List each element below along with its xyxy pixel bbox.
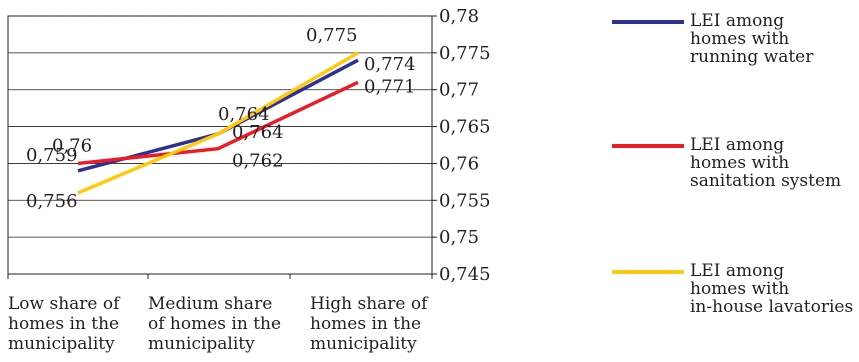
data-label: 0,774 xyxy=(364,54,416,75)
y-tick-label: 0,775 xyxy=(439,43,491,64)
data-label: 0,759 xyxy=(26,145,78,166)
y-tick-label: 0,77 xyxy=(439,80,479,101)
line-chart: 0,78 0,775 0,77 0,765 0,76 0,755 0,75 0,745 0,75… xyxy=(7,6,491,285)
y-tick-label: 0,76 xyxy=(439,153,479,174)
y-tick-label: 0,75 xyxy=(439,227,479,248)
data-label: 0,764 xyxy=(232,122,284,143)
data-label: 0,775 xyxy=(306,25,358,46)
x-category-label: High share of homes in the municipality xyxy=(310,294,428,354)
data-label: 0,76 xyxy=(52,135,92,156)
legend-swatch xyxy=(612,270,684,274)
data-label: 0,762 xyxy=(232,151,284,172)
plot-frame xyxy=(7,15,433,275)
series-line-in-house-lavatories xyxy=(77,51,359,195)
y-tick-label: 0,755 xyxy=(439,190,491,211)
legend-label: LEI among homes with in-house lavatories xyxy=(690,261,854,317)
series-line-sanitation-system xyxy=(77,80,359,166)
data-label: 0,771 xyxy=(364,76,416,97)
legend-swatch xyxy=(612,20,684,24)
data-label: 0,764 xyxy=(218,104,270,125)
legend-swatch xyxy=(612,144,684,148)
legend-label: LEI among homes with sanitation system xyxy=(690,135,842,191)
x-category-label: Low share of homes in the municipality xyxy=(8,294,120,354)
x-category-label: Medium share of homes in the municipalit… xyxy=(148,294,282,354)
y-tick-label: 0,78 xyxy=(439,6,479,27)
y-tick-label: 0,745 xyxy=(439,264,491,285)
y-tick-label: 0,765 xyxy=(439,117,491,138)
data-label: 0,756 xyxy=(26,191,78,212)
legend-label: LEI among homes with running water xyxy=(690,11,814,67)
